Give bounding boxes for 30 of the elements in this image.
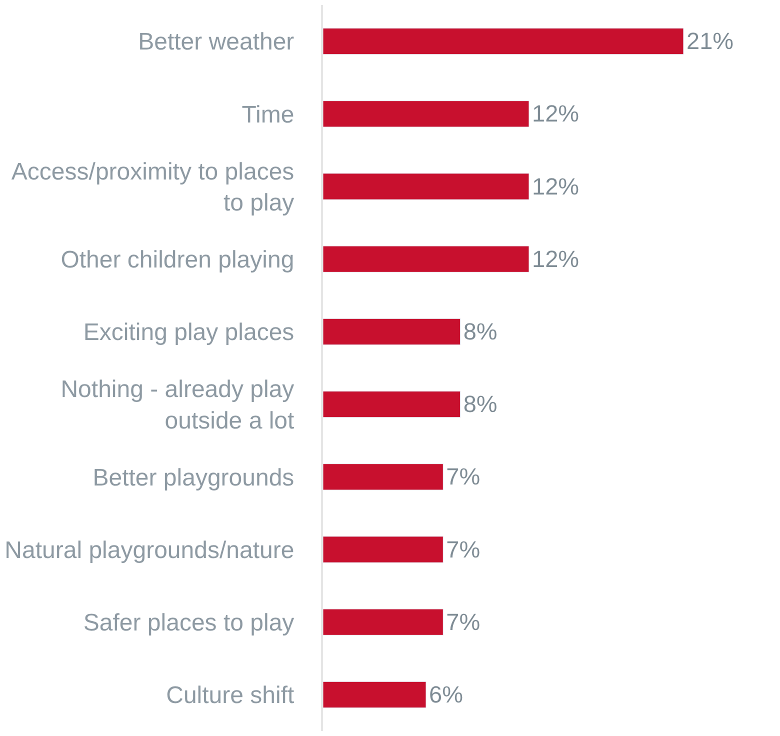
y-tick-label: Natural playgrounds/nature — [4, 536, 294, 564]
y-tick-label: Time — [242, 101, 294, 128]
data-label: 12% — [532, 173, 580, 200]
y-tick-label: Access/proximity to places to play — [11, 158, 294, 216]
bar — [323, 318, 461, 346]
data-label: 6% — [429, 682, 464, 708]
y-tick-label: Other children playing — [60, 246, 294, 274]
data-label: 12% — [532, 246, 580, 272]
data-label: 7% — [446, 536, 480, 562]
data-label: 8% — [463, 318, 498, 345]
data-label: 7% — [446, 608, 480, 635]
data-label: 21% — [686, 28, 734, 54]
bar — [323, 246, 530, 272]
bar — [323, 28, 684, 55]
y-tick-label: Safer places to play — [83, 610, 294, 636]
bar — [323, 100, 530, 128]
y-tick-label: Exciting play places — [83, 319, 294, 346]
y-tick-label: Nothing - already play outside a lot — [60, 376, 295, 434]
data-label: 7% — [446, 464, 480, 490]
y-tick-label: Better weather — [138, 28, 294, 56]
bar — [323, 681, 426, 708]
bar — [323, 536, 444, 563]
bar — [323, 173, 530, 200]
data-label: 8% — [463, 391, 498, 418]
y-tick-label: Better playgrounds — [92, 464, 294, 492]
bar — [323, 464, 444, 490]
y-tick-label: Culture shift — [166, 682, 295, 710]
bar — [323, 608, 444, 636]
bar — [323, 390, 461, 418]
data-label: 12% — [532, 100, 580, 127]
